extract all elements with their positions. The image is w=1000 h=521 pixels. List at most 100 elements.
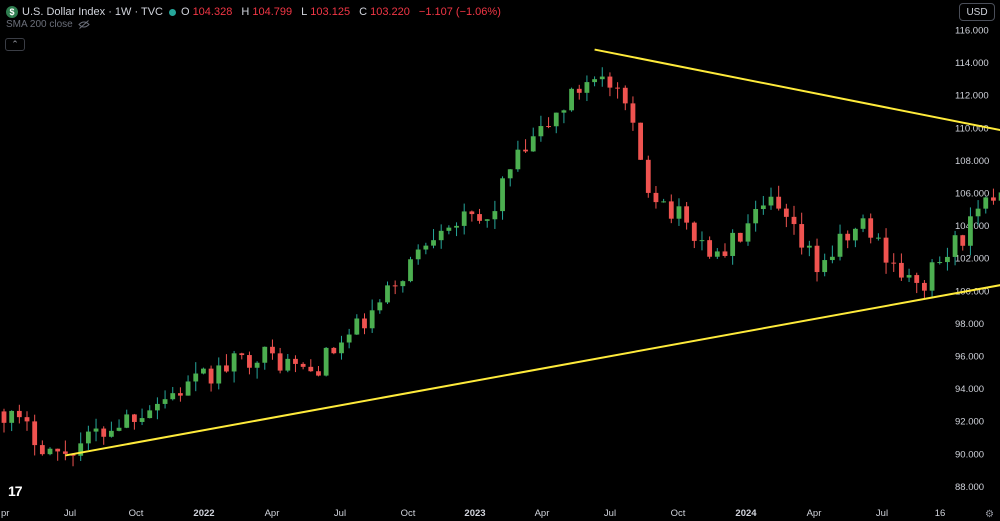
candle-body	[362, 318, 367, 329]
candle-body	[193, 373, 199, 382]
y-tick-label: 94.000	[955, 384, 984, 395]
indicator-row[interactable]: SMA 200 close	[6, 19, 90, 30]
candle-body	[277, 353, 283, 371]
candle-body	[293, 358, 298, 364]
y-tick-label: 88.000	[955, 482, 984, 493]
x-tick-label: pr	[1, 508, 9, 519]
candle-body	[170, 393, 176, 400]
y-tick-label: 112.000	[955, 91, 989, 102]
candle-body	[392, 285, 398, 287]
high-value: 104.799	[252, 6, 293, 18]
candle-body	[760, 205, 766, 210]
low-label: L	[301, 6, 308, 18]
candle-body	[354, 318, 360, 335]
currency-button[interactable]: USD	[959, 3, 995, 21]
open-value: 104.328	[192, 6, 233, 18]
candle-body	[454, 225, 459, 228]
candle-body	[622, 87, 628, 104]
candle-body	[108, 430, 114, 437]
x-tick-label: 2023	[464, 508, 485, 519]
candle-body	[645, 159, 651, 193]
candle-body	[523, 149, 528, 152]
y-tick-label: 96.000	[955, 352, 984, 363]
candle-body	[316, 371, 321, 376]
candle-body	[722, 251, 728, 256]
candle-body	[507, 169, 513, 179]
candle-body	[553, 112, 559, 127]
candle-body	[714, 251, 720, 257]
y-tick-label: 110.000	[955, 123, 989, 134]
candle-body	[753, 209, 759, 224]
candle-body	[147, 410, 153, 419]
candle-body	[216, 365, 222, 384]
change-value: −1.107 (−1.06%)	[418, 6, 501, 18]
candle-body	[331, 347, 337, 354]
candle-body	[208, 368, 214, 384]
x-tick-label: Apr	[535, 508, 550, 519]
eye-hidden-icon[interactable]	[78, 20, 90, 29]
candle-body	[116, 427, 122, 431]
x-tick-label: Jul	[876, 508, 888, 519]
candle-body	[492, 211, 498, 220]
candle-body	[469, 211, 475, 215]
candle-body	[239, 353, 245, 356]
candle-body	[998, 192, 1000, 201]
y-tick-label: 102.000	[955, 254, 989, 265]
x-tick-label: Apr	[265, 508, 280, 519]
x-tick-label: Apr	[807, 508, 822, 519]
candle-body	[730, 232, 736, 256]
x-tick-label: Oct	[401, 508, 416, 519]
candle-body	[829, 256, 835, 261]
candle-body	[822, 260, 828, 273]
tradingview-logo: 17	[8, 483, 23, 499]
candle-body	[178, 393, 183, 396]
candle-body	[814, 245, 820, 273]
candle-body	[845, 233, 851, 241]
candle-body	[638, 122, 644, 160]
candle-body	[1, 411, 7, 423]
candle-body	[546, 126, 551, 128]
candle-body	[369, 310, 375, 329]
candle-body	[852, 228, 858, 241]
symbol-title[interactable]: U.S. Dollar Index · 1W · TVC	[22, 6, 163, 18]
candle-body	[377, 302, 383, 311]
candle-body	[530, 136, 536, 152]
candle-body	[162, 399, 168, 404]
close-label: C	[359, 6, 368, 18]
candle-body	[308, 366, 314, 372]
candle-body	[47, 448, 53, 455]
gear-icon[interactable]: ⚙	[985, 509, 994, 520]
chart-legend: $ U.S. Dollar Index · 1W · TVC O 104.328 …	[6, 4, 507, 20]
candles	[1, 67, 1000, 467]
candle-body	[799, 224, 805, 248]
candle-body	[691, 222, 697, 241]
dollar-logo-icon: $	[6, 6, 18, 18]
candle-body	[806, 245, 812, 248]
candle-body	[630, 103, 636, 123]
candle-body	[231, 353, 237, 372]
candle-body	[868, 218, 874, 238]
candle-body	[538, 126, 544, 137]
candle-body	[323, 347, 329, 376]
candle-body	[415, 249, 421, 260]
candle-body	[991, 197, 996, 201]
candle-body	[85, 431, 91, 444]
candle-body	[576, 88, 582, 93]
candle-body	[262, 346, 268, 363]
candle-body	[400, 281, 406, 287]
candle-body	[891, 262, 897, 264]
x-tick-label: Jul	[334, 508, 346, 519]
candle-body	[653, 192, 659, 203]
x-tick-label: Oct	[129, 508, 144, 519]
x-tick-label: 2024	[735, 508, 757, 519]
candle-body	[768, 196, 774, 206]
candle-body	[32, 421, 38, 446]
collapse-legend-button[interactable]: ⌃	[5, 38, 25, 51]
candle-body	[937, 262, 943, 264]
candle-body	[737, 232, 743, 242]
y-tick-label: 90.000	[955, 449, 984, 460]
trendline-upper	[594, 48, 1000, 132]
x-tick-label: Jul	[604, 508, 616, 519]
candle-body	[983, 197, 989, 209]
